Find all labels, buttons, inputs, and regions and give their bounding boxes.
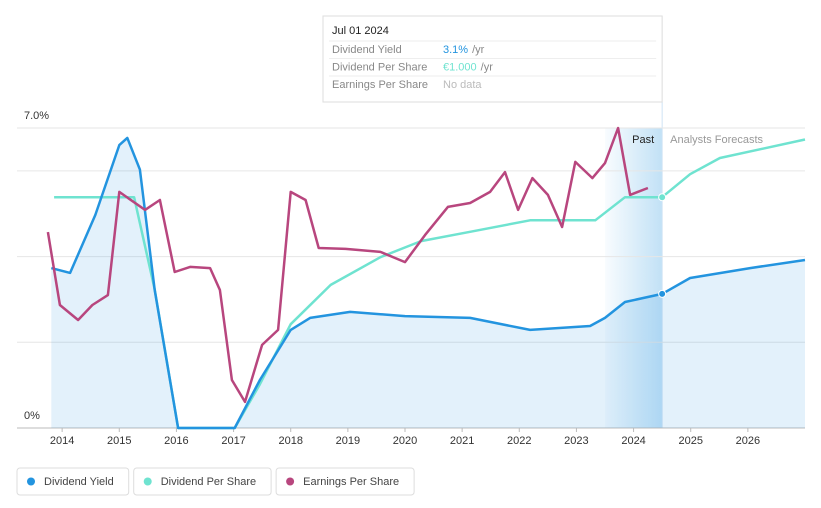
tooltip-value-number: 3.1% [443,44,468,56]
y-tick-label: 7.0% [24,110,49,122]
area [51,137,806,428]
x-tick-label: 2025 [678,435,702,447]
x-tick-label: 2014 [50,435,74,447]
tooltip-date: Jul 01 2024 [332,25,389,37]
x-tick-label: 2020 [393,435,417,447]
x-tick-label: 2017 [221,435,245,447]
tooltip-unit: /yr [481,61,494,73]
x-tick-label: 2022 [507,435,531,447]
past-label: Past [632,134,654,146]
legend-swatch [143,477,152,486]
y-tick-label: 0% [24,410,40,422]
x-tick-label: 2023 [564,435,588,447]
legend-label: Earnings Per Share [303,476,399,488]
tooltip-value: 3.1% /yr [443,44,485,56]
past-region [605,128,663,428]
x-tick-label: 2015 [107,435,131,447]
tooltip-unit: /yr [472,44,485,56]
forecast-label: Analysts Forecasts [670,134,763,146]
tooltip-label: Dividend Yield [332,44,402,56]
x-tick-label: 2018 [278,435,302,447]
tooltip-value: €1.000/yr [443,61,493,73]
today-marker [658,193,667,202]
tooltip-value-number: €1.000 [443,61,477,73]
x-tick-label: 2026 [736,435,760,447]
legend-box[interactable] [275,467,415,496]
today-marker [658,289,667,298]
tooltip-label: Earnings Per Share [332,79,428,91]
x-tick-label: 2016 [164,435,188,447]
legend-box[interactable] [16,467,130,496]
tooltip-value-number: No data [443,79,482,91]
x-tick-label: 2021 [450,435,474,447]
legend-swatch [286,477,295,486]
tooltip-label: Dividend Per Share [332,61,427,73]
legend-item[interactable]: Dividend Per Share [133,467,272,496]
legend-box[interactable] [133,467,272,496]
x-tick-label: 2019 [336,435,360,447]
x-tick-label: 2024 [621,435,645,447]
line [46,126,649,404]
legend-swatch [27,477,35,486]
tooltip-value: No data [443,79,482,91]
legend-label: Dividend Per Share [161,476,256,488]
legend-item[interactable]: Dividend Yield [16,467,130,496]
line [50,136,806,430]
legend-item[interactable]: Earnings Per Share [275,467,415,496]
legend-label: Dividend Yield [44,476,114,488]
